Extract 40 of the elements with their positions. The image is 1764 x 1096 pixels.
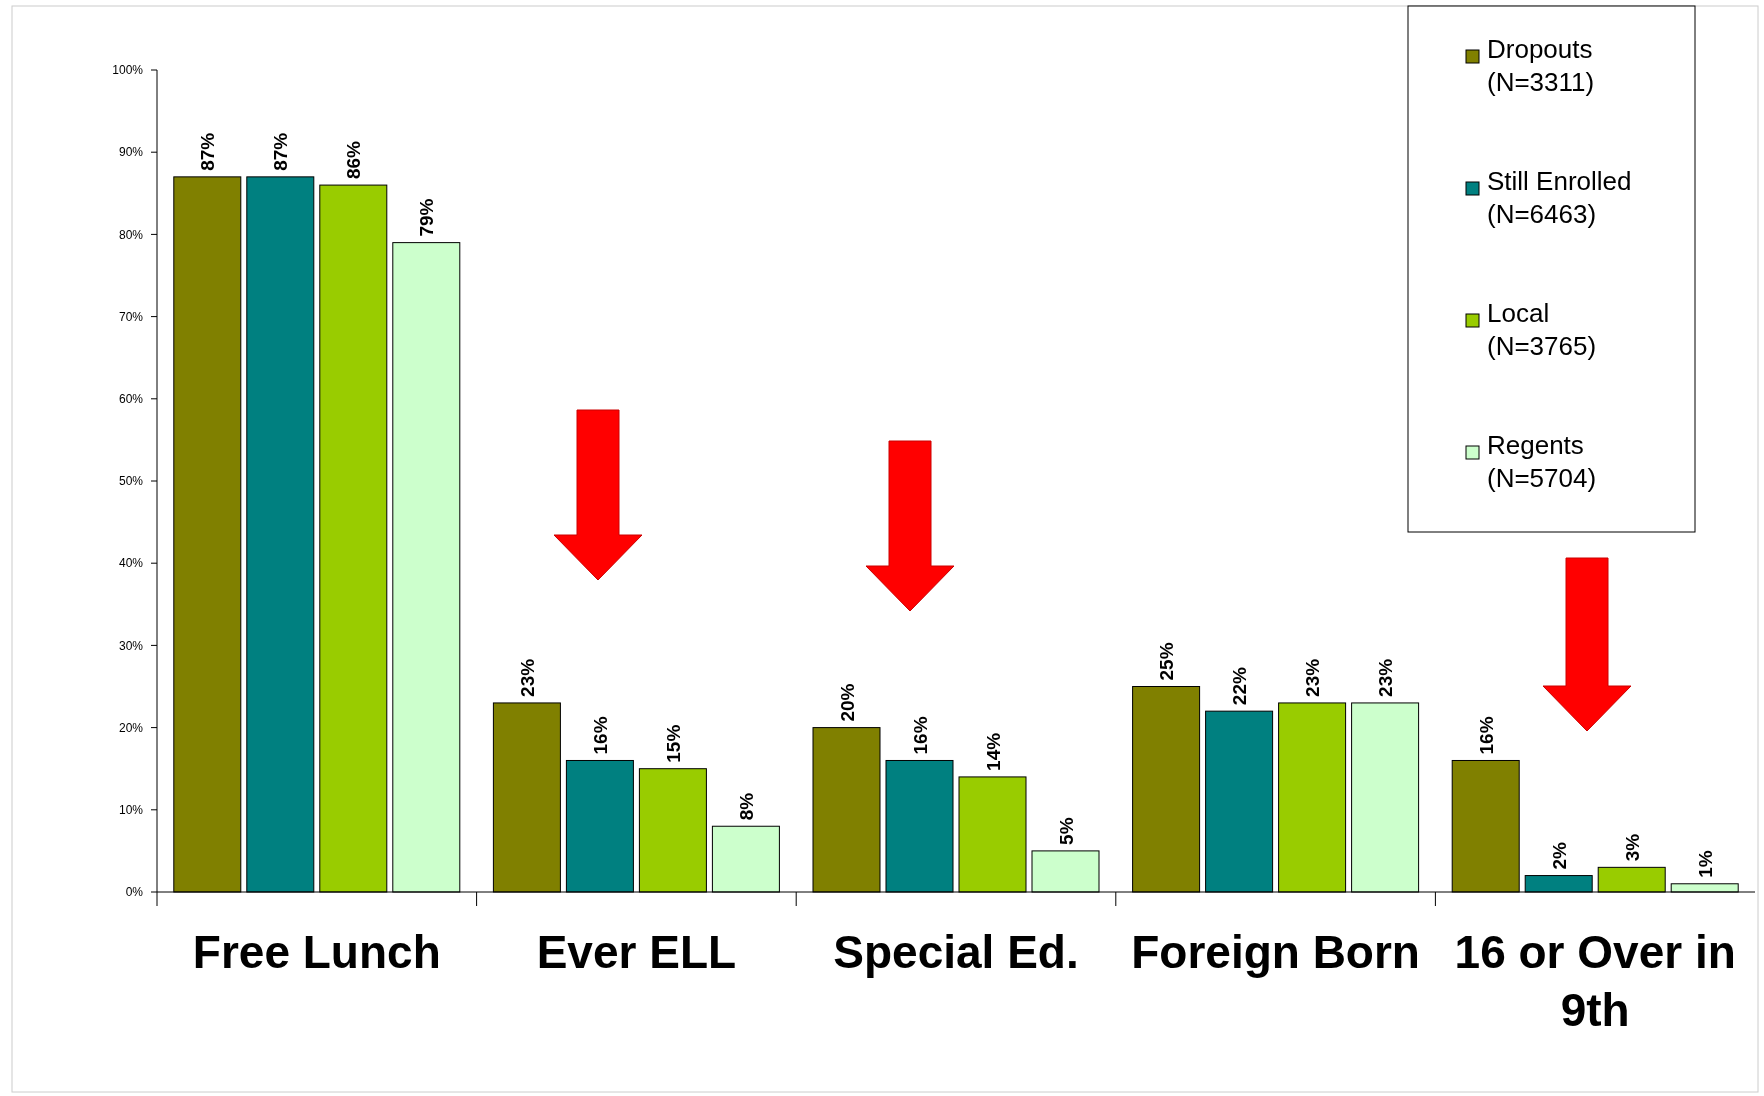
data-label: 16% <box>589 716 611 755</box>
x-tick-label: Foreign Born <box>1131 926 1420 978</box>
data-label: 2% <box>1548 841 1570 870</box>
x-tick-label: Free Lunch <box>192 926 441 978</box>
data-label: 20% <box>836 683 858 722</box>
data-label: 86% <box>343 140 365 180</box>
data-label: 23% <box>1375 658 1397 697</box>
y-tick-label: 40% <box>118 556 144 571</box>
x-tick-label: Ever ELL <box>536 926 737 978</box>
data-label: 87% <box>270 132 292 171</box>
y-tick-label: 60% <box>118 392 144 406</box>
x-tick-label: Special Ed. <box>833 926 1079 978</box>
y-tick-label: 100% <box>112 63 144 78</box>
legend-label: Local (N=3765) <box>1487 298 1597 361</box>
data-label: 79% <box>416 198 438 237</box>
y-tick-label: 80% <box>118 227 144 242</box>
y-tick-label: 20% <box>118 720 144 735</box>
legend-label: Regents (N=5704) <box>1487 430 1597 493</box>
data-label: 8% <box>735 792 757 821</box>
y-tick-label: 0% <box>125 885 144 900</box>
data-label: 23% <box>516 658 538 697</box>
y-tick-label: 90% <box>118 145 144 160</box>
data-label: 16% <box>909 716 931 755</box>
y-tick-label: 10% <box>118 803 144 817</box>
data-label: 1% <box>1694 850 1716 878</box>
data-label: 5% <box>1055 817 1077 845</box>
data-label: 87% <box>197 132 219 171</box>
data-label: 3% <box>1621 833 1643 862</box>
data-label: 25% <box>1156 642 1178 681</box>
data-label: 23% <box>1302 658 1324 697</box>
x-tick-label: 16 or Over in 9th <box>1454 926 1736 1036</box>
data-label: 15% <box>662 724 684 763</box>
data-label: 14% <box>982 732 1004 771</box>
y-tick-label: 50% <box>118 474 144 489</box>
legend-label: Dropouts (N=3311) <box>1487 34 1595 97</box>
data-label: 22% <box>1229 667 1251 706</box>
data-label: 16% <box>1475 716 1497 755</box>
legend-label: Still Enrolled (N=6463) <box>1487 166 1632 229</box>
y-tick-label: 70% <box>118 309 144 324</box>
y-tick-label: 30% <box>118 638 144 653</box>
